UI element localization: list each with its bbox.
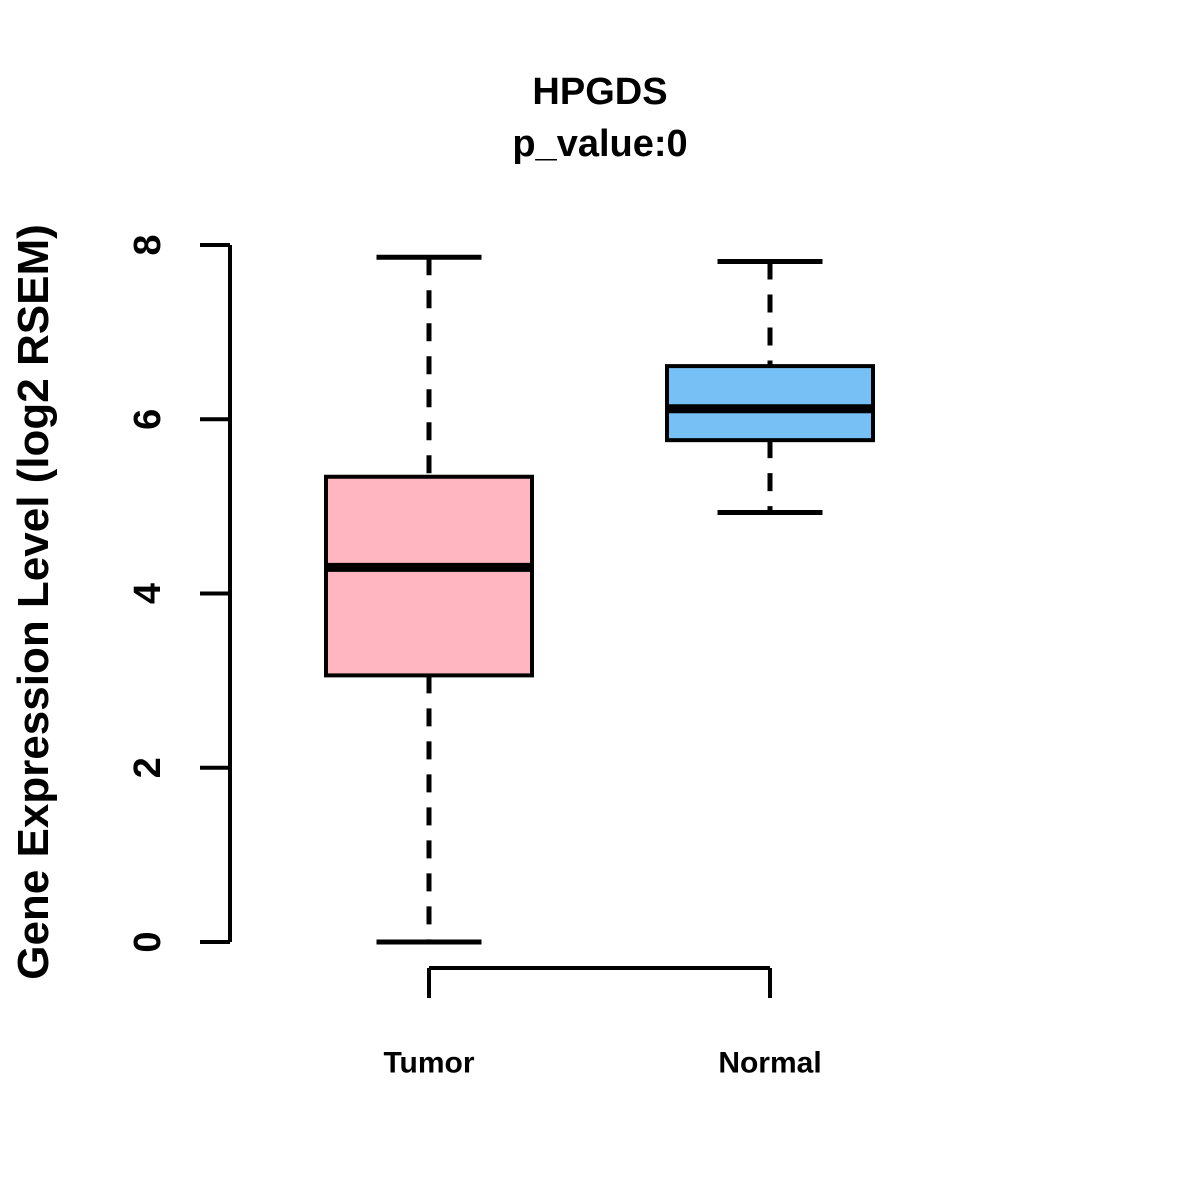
x-category-label-normal: Normal [718,1047,821,1080]
chart-title-block: HPGDS p_value:0 [0,66,1200,170]
y-axis-tick-label: 0 [127,931,169,952]
y-axis-tick-label: 2 [127,757,169,778]
y-axis-tick-label: 4 [127,583,169,604]
chart-subtitle: p_value:0 [512,123,688,165]
y-axis-tick-label: 6 [127,409,169,430]
box-normal [665,364,875,443]
x-category-label-tumor: Tumor [383,1047,474,1080]
y-axis-tick-label: 8 [127,234,169,255]
chart-title: HPGDS [532,71,668,113]
box-tumor [324,474,534,678]
